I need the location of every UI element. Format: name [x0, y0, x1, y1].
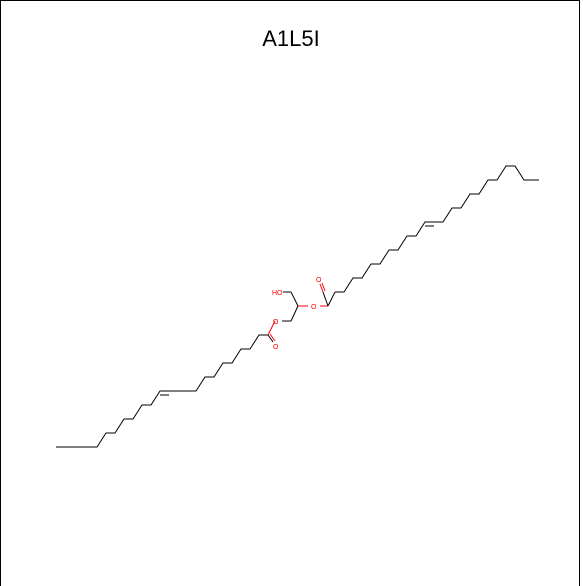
- molecule-title: A1L5I: [262, 26, 320, 51]
- bond: [290, 305, 299, 322]
- carbonyl-oxygen-upper-label: O: [316, 277, 322, 284]
- bond: [319, 283, 324, 293]
- bond: [327, 291, 336, 307]
- bond: [56, 390, 169, 448]
- bond: [169, 334, 268, 392]
- lower-acyl-chain: [56, 320, 276, 448]
- bond: [434, 165, 539, 223]
- carbonyl-oxygen-lower-label: O: [273, 344, 279, 351]
- bond: [321, 282, 326, 292]
- hydroxyl-label: HO: [272, 290, 283, 297]
- glycerol-backbone: [282, 291, 308, 322]
- ester-oxygen-lower-label: O: [273, 319, 279, 326]
- bond: [269, 333, 276, 342]
- ester-oxygen-upper-label: O: [311, 304, 317, 311]
- bond: [267, 334, 274, 343]
- bond: [322, 291, 329, 307]
- bond: [290, 291, 299, 307]
- upper-acyl-chain: [319, 165, 539, 307]
- bond: [267, 320, 276, 336]
- bond: [335, 221, 434, 293]
